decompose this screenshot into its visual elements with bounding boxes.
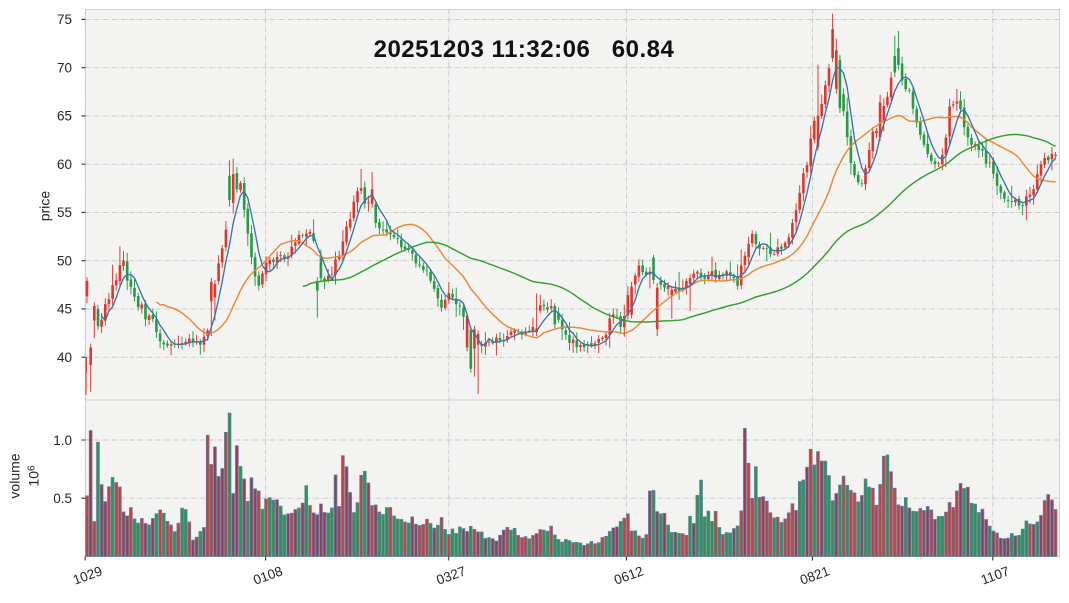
svg-text:1.0: 1.0 [53, 433, 72, 448]
svg-text:75: 75 [57, 12, 72, 27]
svg-text:0.5: 0.5 [53, 491, 72, 506]
svg-text:60: 60 [57, 157, 72, 172]
svg-text:20251203 11:32:06 60.84: 20251203 11:32:06 60.84 [374, 36, 675, 63]
svg-text:65: 65 [57, 109, 72, 124]
svg-text:price: price [37, 191, 53, 222]
svg-text:70: 70 [57, 61, 72, 76]
svg-text:40: 40 [57, 350, 72, 365]
svg-text:50: 50 [57, 254, 72, 269]
svg-text:volume: volume [7, 453, 23, 498]
svg-text:55: 55 [57, 205, 72, 220]
svg-text:45: 45 [57, 302, 72, 317]
